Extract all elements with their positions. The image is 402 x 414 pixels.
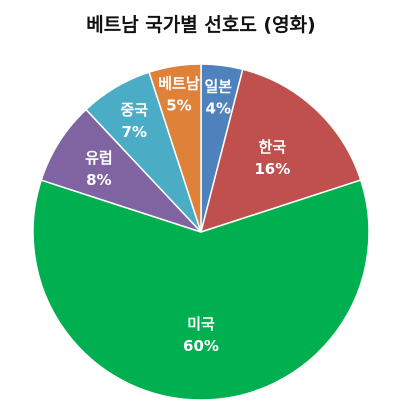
slice-value-label: 8% xyxy=(86,171,111,189)
slice-category-label: 미국 xyxy=(187,315,215,333)
slice-category-label: 한국 xyxy=(258,138,286,156)
slice-value-label: 60% xyxy=(183,337,219,355)
slice-value-label: 4% xyxy=(206,99,231,117)
slice-category-label: 유럽 xyxy=(85,149,113,167)
chart-title: 베트남 국가별 선호도 (영화) xyxy=(86,14,316,36)
pie-slice-1 xyxy=(199,68,362,234)
pie-slice-5 xyxy=(148,63,202,233)
pie-slice-2 xyxy=(32,179,370,401)
slice-category-label: 일본 xyxy=(204,77,232,95)
slice-category-label: 중국 xyxy=(120,101,148,119)
slice-category-label: 베트남 xyxy=(158,75,200,93)
slice-value-label: 7% xyxy=(122,123,147,141)
slice-value-label: 16% xyxy=(254,160,290,178)
slice-value-label: 5% xyxy=(166,97,191,115)
